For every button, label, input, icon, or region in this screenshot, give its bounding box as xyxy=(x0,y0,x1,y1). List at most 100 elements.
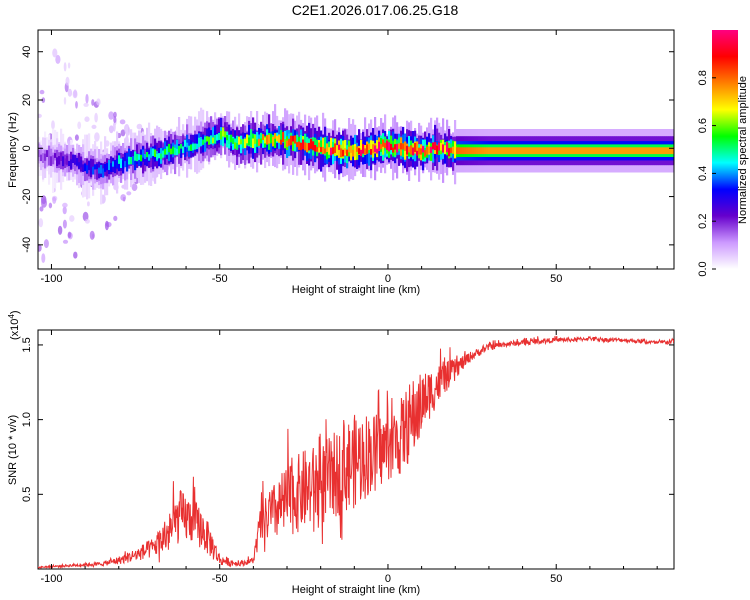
spectrogram-cell xyxy=(114,159,117,169)
spectrogram-cell xyxy=(360,139,363,155)
spectrogram-speckle xyxy=(113,115,117,124)
spectrogram-cell xyxy=(74,154,77,165)
spectrogram-cell xyxy=(384,142,387,149)
spectrogram-speckle xyxy=(74,134,79,141)
spectrogram-cell xyxy=(180,144,183,158)
spectrogram-cell xyxy=(556,147,559,155)
spectrogram-cell xyxy=(448,148,451,157)
spectrogram-cell xyxy=(164,149,167,155)
spectrogram-cell xyxy=(442,144,445,153)
spectrogram-cell xyxy=(308,142,311,151)
spectrogram-y-tick-label: -20 xyxy=(21,189,33,205)
spectrogram-cell xyxy=(196,143,199,150)
spectrogram-speckle xyxy=(94,112,98,123)
spectrogram-cell xyxy=(204,135,207,152)
spectrogram-cell xyxy=(626,147,629,155)
spectrogram-cell xyxy=(460,147,463,155)
spectrogram-cell xyxy=(414,143,417,152)
spectrogram-cell xyxy=(568,147,571,155)
spectrogram-cell xyxy=(670,147,673,155)
spectrogram-speckle xyxy=(62,219,67,229)
spectrogram-cell xyxy=(564,147,567,155)
spectrogram-cell xyxy=(88,160,91,171)
snr-x-tick-label: -100 xyxy=(40,573,62,585)
spectrogram-cell xyxy=(402,143,405,150)
spectrogram-speckle xyxy=(120,129,126,137)
spectrogram-cell xyxy=(158,153,161,159)
spectrogram-cell xyxy=(300,135,303,148)
spectrogram-cell xyxy=(96,162,99,180)
spectrogram-cell xyxy=(154,149,157,157)
spectrogram-cell xyxy=(42,153,45,163)
spectrogram-cell xyxy=(248,137,251,146)
spectrogram-cell xyxy=(652,147,655,155)
spectrogram-cell xyxy=(68,160,71,167)
spectrogram-cell xyxy=(594,147,597,155)
spectrogram-cell xyxy=(96,163,99,170)
spectrogram-cell xyxy=(264,137,267,144)
spectrogram-cell xyxy=(392,147,395,153)
spectrogram-cell xyxy=(440,142,443,151)
spectrogram-cell xyxy=(530,147,533,155)
spectrogram-cell xyxy=(486,147,489,155)
spectrogram-cell xyxy=(548,147,551,155)
spectrogram-cell xyxy=(256,139,259,147)
spectrogram-cell xyxy=(650,147,653,155)
spectrogram-cell xyxy=(282,132,285,142)
spectrogram-cell xyxy=(406,145,409,155)
spectrogram-cell xyxy=(656,147,659,155)
spectrogram-cell xyxy=(84,163,87,172)
spectrogram-cell xyxy=(344,148,347,154)
spectrogram-speckle xyxy=(82,211,89,222)
spectrogram-cell xyxy=(78,162,81,169)
spectrogram-cell xyxy=(418,147,421,155)
spectrogram-cell xyxy=(302,139,305,150)
spectrogram-cell xyxy=(366,144,369,154)
spectrogram-cell xyxy=(478,147,481,155)
spectrogram-cell xyxy=(322,146,325,155)
spectrogram-cell xyxy=(46,150,49,157)
spectrogram-cell xyxy=(212,127,215,146)
spectrogram-speckle xyxy=(87,201,90,207)
colorbar-tick-label: 0.2 xyxy=(697,214,709,229)
spectrogram-cell xyxy=(64,158,67,165)
spectrogram-cell xyxy=(294,135,297,144)
spectrogram-cell xyxy=(182,146,185,154)
spectrogram-cell xyxy=(508,147,511,155)
spectrogram-cell xyxy=(278,134,281,143)
spectrogram-cell xyxy=(62,156,65,167)
spectrogram-cell xyxy=(500,147,503,155)
spectrogram-cell xyxy=(544,147,547,155)
spectrogram-cell xyxy=(470,147,473,155)
spectrogram-cell xyxy=(270,134,273,143)
spectrogram-cell xyxy=(370,140,373,154)
spectrogram-cell xyxy=(280,139,283,145)
spectrogram-cell xyxy=(184,142,187,157)
spectrogram-speckle xyxy=(108,111,114,120)
spectrogram-cell xyxy=(90,167,93,175)
spectrogram-cell xyxy=(240,139,243,145)
spectrogram-speckle xyxy=(113,111,117,118)
spectrogram-y-tick-label: -40 xyxy=(21,237,33,253)
spectrogram-cell xyxy=(390,143,393,150)
snr-y-ticks: 0.5 1.0 1.5 xyxy=(21,337,674,502)
spectrogram-cell xyxy=(608,147,611,155)
spectrogram-cell xyxy=(292,137,295,151)
spectrogram-cell xyxy=(128,156,131,165)
spectrogram-speckle xyxy=(83,102,89,107)
spectrogram-cell xyxy=(606,147,609,155)
spectrogram-cell xyxy=(208,127,211,146)
spectrogram-cell xyxy=(400,143,403,150)
spectrogram-cell xyxy=(298,141,301,150)
spectrogram-cell xyxy=(434,142,437,151)
spectrogram-cell xyxy=(140,154,143,162)
spectrogram-cell xyxy=(672,147,674,155)
spectrogram-cell xyxy=(596,147,599,155)
spectrogram-cell xyxy=(194,143,197,150)
spectrogram-speckle xyxy=(37,275,40,282)
spectrogram-cell xyxy=(252,133,255,143)
spectrogram-cell xyxy=(316,146,319,152)
spectrogram-cell xyxy=(174,147,177,156)
spectrogram-cell xyxy=(38,150,41,158)
